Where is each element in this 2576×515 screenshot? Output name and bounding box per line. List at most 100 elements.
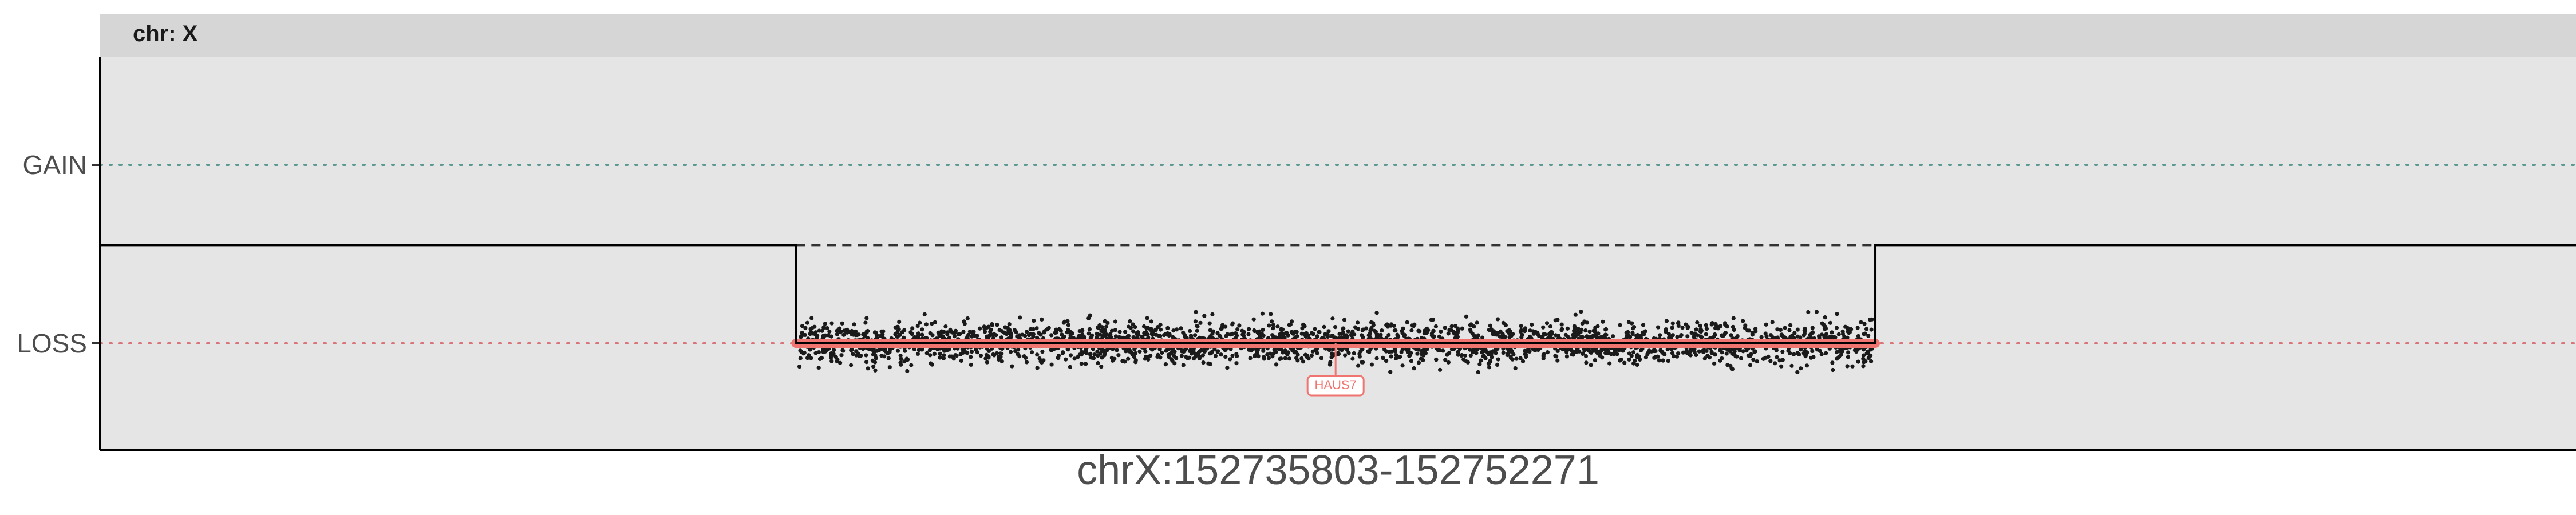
data-point [1193, 333, 1198, 338]
data-point [1380, 328, 1384, 333]
data-point [1068, 330, 1073, 335]
data-point [952, 334, 957, 339]
data-point [1460, 353, 1464, 358]
data-point [1638, 357, 1642, 362]
data-point [813, 330, 818, 335]
data-point [1184, 355, 1188, 359]
data-point [1849, 327, 1854, 332]
data-point [1301, 359, 1306, 364]
data-point [877, 348, 882, 352]
data-point [1476, 370, 1480, 375]
data-point [1419, 352, 1424, 356]
data-point [870, 358, 875, 363]
data-point [1113, 334, 1118, 339]
data-point [1831, 335, 1835, 339]
data-point [1331, 347, 1336, 352]
data-point [1670, 326, 1674, 330]
data-point [1049, 347, 1054, 352]
data-point [1393, 347, 1397, 352]
data-point [1360, 333, 1364, 338]
data-point [1158, 322, 1163, 327]
data-point [866, 366, 870, 371]
data-point [1040, 317, 1044, 322]
data-point [1718, 348, 1722, 352]
data-point [1495, 317, 1500, 322]
data-point [1456, 352, 1460, 357]
data-point [1542, 352, 1546, 356]
data-point [1712, 361, 1717, 366]
data-point [1438, 367, 1443, 372]
data-point [1695, 320, 1700, 325]
data-point [849, 348, 854, 352]
data-point [1062, 335, 1066, 339]
data-point [1580, 335, 1585, 339]
data-point [910, 332, 914, 336]
data-point [1394, 356, 1398, 361]
data-point [1368, 331, 1372, 336]
data-point [965, 316, 970, 321]
data-point [1270, 354, 1275, 359]
data-point [1697, 349, 1701, 354]
data-point [1595, 324, 1600, 328]
data-point [912, 347, 916, 351]
data-point [816, 365, 821, 370]
data-point [1495, 331, 1500, 336]
data-point [1274, 362, 1279, 367]
data-point [1797, 352, 1801, 357]
data-point [829, 321, 834, 326]
data-point [820, 328, 824, 333]
data-point [1518, 356, 1523, 360]
data-point [1207, 321, 1212, 326]
data-point [1170, 350, 1174, 354]
data-point [1790, 334, 1795, 338]
data-point [902, 359, 907, 364]
data-point [912, 335, 917, 340]
data-point [1433, 324, 1438, 329]
data-point [1228, 357, 1232, 362]
data-point [1125, 335, 1130, 339]
data-point [1828, 320, 1832, 325]
data-point [1728, 349, 1733, 354]
data-point [842, 328, 847, 333]
data-point [1676, 351, 1681, 356]
data-point [1317, 330, 1321, 334]
data-point [1026, 333, 1032, 338]
data-point [1371, 321, 1376, 326]
data-point [864, 353, 868, 358]
data-point [985, 334, 989, 339]
data-point [817, 356, 822, 362]
data-point [1846, 350, 1851, 355]
data-point [1564, 348, 1568, 352]
data-point [1530, 322, 1534, 327]
data-point [1165, 326, 1170, 331]
data-point [1495, 362, 1500, 367]
data-point [1593, 358, 1597, 363]
data-point [1437, 348, 1442, 352]
data-point [1541, 325, 1546, 330]
data-point [1267, 323, 1271, 328]
data-point [1060, 351, 1065, 355]
data-point [1225, 366, 1230, 370]
data-point [1123, 330, 1128, 334]
data-point [933, 320, 937, 324]
data-point [898, 354, 903, 358]
data-point [1819, 352, 1824, 356]
data-point [1315, 334, 1319, 339]
data-point [1068, 353, 1073, 358]
data-point [1140, 335, 1144, 339]
data-point [961, 330, 966, 334]
data-point [823, 322, 827, 326]
data-point [995, 323, 999, 327]
data-point [1730, 324, 1736, 330]
data-point [1049, 362, 1054, 367]
data-point [1631, 350, 1636, 355]
data-point [1709, 322, 1714, 327]
data-point [1514, 356, 1519, 361]
data-point [1761, 356, 1766, 361]
data-point [1775, 327, 1780, 332]
data-point [1856, 334, 1860, 339]
data-point [1416, 360, 1421, 365]
data-point [1535, 347, 1540, 352]
data-point [1113, 328, 1117, 332]
data-point [1519, 328, 1524, 332]
